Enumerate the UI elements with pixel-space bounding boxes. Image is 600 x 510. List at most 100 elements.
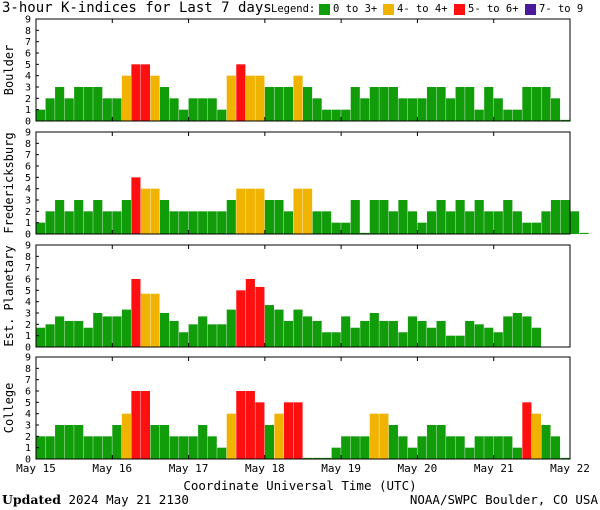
x-tick-label: May 20 (398, 462, 438, 475)
k-index-bar (398, 436, 408, 459)
k-index-bar (236, 64, 246, 121)
y-tick-label: 5 (25, 173, 31, 184)
k-index-bar (293, 75, 303, 121)
k-index-bar (417, 320, 427, 347)
y-tick-label: 0 (25, 230, 31, 241)
y-tick-label: 6 (25, 275, 31, 286)
legend-label: 0 to 3+ (333, 3, 378, 15)
k-index-bar (255, 188, 265, 234)
k-index-bar (45, 98, 55, 121)
k-index-bar (169, 436, 179, 459)
k-index-bar (112, 211, 122, 234)
k-index-bar (531, 222, 541, 234)
y-tick-label: 2 (25, 207, 31, 218)
k-index-bar (503, 436, 513, 459)
k-index-bar (283, 320, 294, 347)
k-index-bar (484, 211, 494, 234)
k-index-bar (140, 64, 151, 121)
k-index-bar (255, 75, 265, 121)
k-index-bar (312, 98, 322, 121)
k-index-bar (407, 211, 418, 234)
k-index-bar (102, 436, 112, 459)
k-index-bar (398, 332, 408, 347)
k-index-bar (179, 436, 189, 459)
k-index-bar (36, 109, 46, 121)
y-tick-label: 1 (25, 218, 31, 229)
k-index-bar (522, 87, 532, 121)
k-index-bar (93, 313, 103, 347)
k-index-bar (179, 211, 189, 234)
k-index-bar (322, 457, 332, 459)
x-tick-label: May 15 (16, 462, 56, 475)
k-index-bar (293, 188, 303, 234)
k-index-bar (55, 316, 65, 347)
updated-value: 2024 May 21 2130 (68, 492, 189, 507)
k-index-bar (169, 320, 179, 347)
k-index-bar (522, 222, 532, 234)
k-index-bar (255, 286, 265, 347)
k-index-bar (503, 109, 513, 121)
y-tick-label: 1 (25, 331, 31, 342)
k-index-bar (188, 324, 198, 347)
panel-frame (35, 18, 571, 122)
legend-label: 4- to 4+ (397, 3, 448, 15)
k-index-bar (379, 320, 389, 347)
k-index-bar (217, 211, 227, 234)
y-tick-label: 5 (25, 60, 31, 71)
k-index-bar (102, 98, 112, 121)
station-label: College (2, 383, 16, 434)
y-tick-label: 7 (25, 263, 31, 274)
k-index-bar (465, 211, 475, 234)
k-index-bar (150, 425, 160, 459)
legend-swatch (525, 4, 536, 15)
k-index-bar (274, 413, 284, 459)
k-index-bar (341, 109, 351, 121)
k-index-bar (198, 98, 208, 121)
k-index-bar (407, 447, 418, 459)
k-index-bar (426, 211, 437, 234)
k-index-bar (560, 200, 570, 234)
k-index-bar (293, 402, 303, 459)
k-index-bar (150, 188, 160, 234)
x-tick-label: May 22 (550, 462, 590, 475)
k-index-bar (360, 98, 370, 121)
k-index-bar (426, 87, 437, 121)
y-tick-label: 2 (25, 432, 31, 443)
k-index-bar (331, 109, 341, 121)
k-index-bar (45, 324, 55, 347)
k-index-bar (341, 436, 351, 459)
station-label: Est. Planetary (2, 245, 16, 346)
y-tick-label: 4 (25, 297, 31, 308)
k-index-bar (446, 335, 456, 347)
k-index-bar (350, 327, 360, 347)
k-index-bar (379, 87, 389, 121)
y-tick-label: 6 (25, 387, 31, 398)
k-index-bar (55, 200, 65, 234)
k-index-bar (512, 211, 522, 234)
k-index-bar (570, 211, 580, 234)
k-index-bar (64, 98, 74, 121)
k-index-bar (159, 87, 170, 121)
y-tick-label: 9 (25, 128, 31, 139)
k-index-bar (226, 413, 236, 459)
k-index-bar (417, 98, 427, 121)
k-index-bar (417, 222, 427, 234)
k-index-bar (436, 320, 446, 347)
k-index-bar (541, 211, 551, 234)
k-index-bar (293, 309, 303, 347)
k-index-bar (474, 436, 484, 459)
k-index-bar (350, 200, 360, 234)
legend-label: 7- to 9 (539, 3, 584, 15)
k-index-bar (407, 316, 418, 347)
k-index-bar (426, 327, 437, 347)
y-tick-label: 0 (25, 117, 31, 128)
k-index-bar (236, 391, 246, 459)
k-index-bar (102, 316, 112, 347)
k-index-bar (360, 232, 370, 234)
k-index-bar (217, 109, 227, 121)
k-index-bar (93, 200, 103, 234)
k-index-bar (226, 200, 236, 234)
panel-frame (35, 244, 571, 348)
k-index-bar (207, 436, 217, 459)
